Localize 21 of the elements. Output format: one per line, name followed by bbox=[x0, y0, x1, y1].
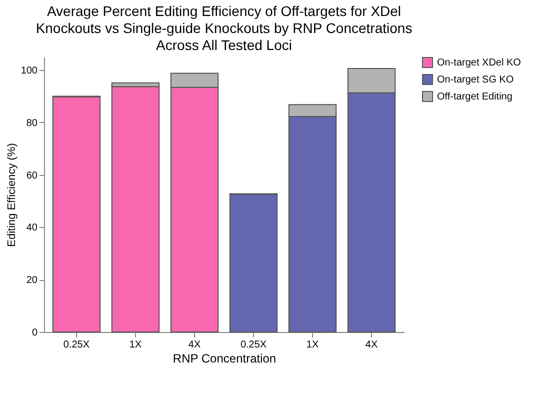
legend-label: On-target SG KO bbox=[437, 74, 514, 86]
y-tick-label: 0 bbox=[32, 328, 38, 338]
bar bbox=[229, 194, 278, 332]
legend-label: On-target XDel KO bbox=[437, 58, 522, 68]
x-tick-label: 4X bbox=[188, 340, 201, 350]
y-tick-label: 100 bbox=[20, 66, 38, 77]
x-axis-title: RNP Concentration bbox=[172, 352, 276, 366]
x-tick-label: 0.25X bbox=[240, 340, 267, 350]
y-tick-label: 20 bbox=[26, 275, 38, 286]
chart-title: Average Percent Editing Efficiency of Off-targets for XDel Knockouts vs Single-guide Knockouts by RNP Concetrations Across All Tested Loci bbox=[36, 3, 412, 53]
bar bbox=[52, 96, 101, 332]
y-tick-label: 40 bbox=[26, 222, 38, 234]
x-tick-label: 0.25X bbox=[63, 340, 90, 350]
x-tick-label: 4X bbox=[365, 340, 378, 350]
y-axis-title: Editing Efficiency (%) bbox=[6, 143, 18, 247]
y-tick-label: 80 bbox=[26, 118, 38, 129]
legend-label: Off-target Editing bbox=[437, 92, 512, 102]
x-tick-label: 1X bbox=[129, 340, 142, 350]
y-tick-label: 60 bbox=[26, 170, 38, 182]
bar bbox=[111, 86, 160, 332]
x-tick-label: 1X bbox=[306, 340, 319, 350]
